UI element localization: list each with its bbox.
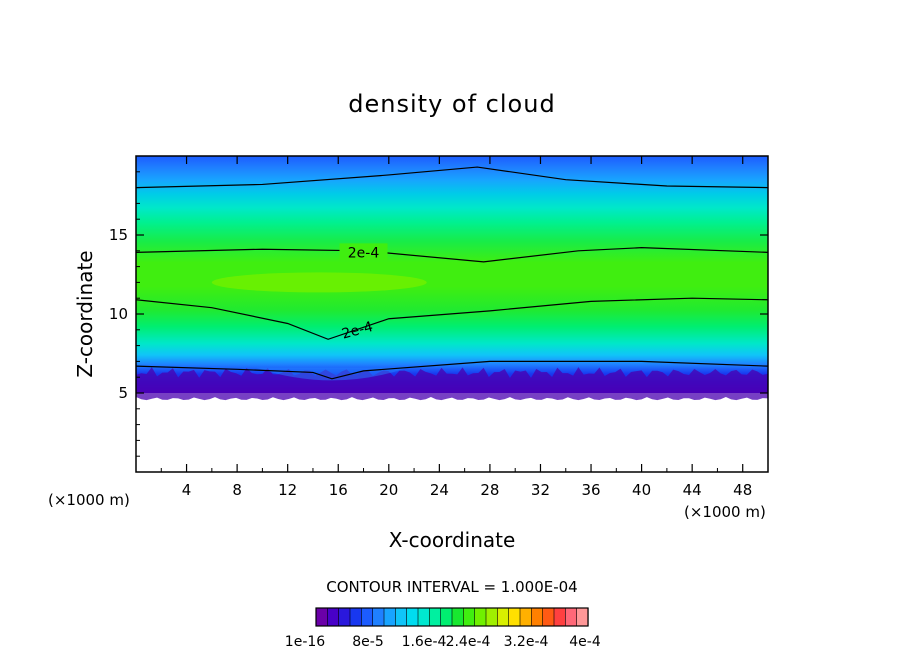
colorbar-swatch — [417, 607, 430, 627]
y-axis-label: Z-coordinate — [73, 250, 97, 377]
colorbar-tick-label: 4e-4 — [569, 634, 601, 650]
colorbar-swatch — [327, 607, 340, 627]
x-tick-label: 4 — [182, 481, 192, 499]
colorbar-swatch — [576, 607, 589, 627]
x-tick-label: 12 — [278, 481, 297, 499]
x-tick-label: 24 — [430, 481, 449, 499]
y-tick-label: 15 — [109, 226, 128, 244]
contour-label: 2e-4 — [348, 245, 380, 261]
colorbar-swatch — [508, 607, 521, 627]
colorbar-swatch — [485, 607, 498, 627]
colorbar-swatch — [519, 607, 532, 627]
y-tick-label: 5 — [118, 384, 128, 402]
x-axis: 4 8 12 16 20 24 28 32 36 40 44 48 — [160, 156, 752, 499]
colorbar-swatch — [440, 607, 453, 627]
x-tick-label: 16 — [329, 481, 348, 499]
colorbar-swatch — [338, 607, 351, 627]
colorbar-swatch — [383, 607, 396, 627]
contour-line — [136, 297, 768, 340]
contour-line — [136, 166, 768, 189]
colorbar-tick-label: 1e-16 — [285, 634, 325, 650]
contour-interval-label: CONTOUR INTERVAL = 1.000E-04 — [326, 578, 577, 596]
colorbar-tick-label: 1.6e-4 — [402, 634, 447, 650]
x-tick-label: 48 — [733, 481, 752, 499]
chart-title: density of cloud — [348, 90, 555, 118]
x-tick-label: 40 — [632, 481, 651, 499]
colorbar-swatch — [349, 607, 362, 627]
contour-line — [136, 360, 768, 380]
colorbar-swatch — [315, 607, 328, 627]
colorbar-tick-label: 3.2e-4 — [504, 634, 549, 650]
colorbar-swatch — [361, 607, 374, 627]
colorbar — [315, 607, 589, 627]
y-axis: 5 10 15 — [109, 171, 768, 457]
colorbar-swatch — [565, 607, 578, 627]
colorbar-swatch — [406, 607, 419, 627]
colorbar-tick-label: 8e-5 — [352, 634, 383, 650]
x-tick-label: 8 — [232, 481, 242, 499]
contour-line — [136, 247, 768, 263]
x-tick-label: 44 — [683, 481, 702, 499]
colorbar-swatch — [542, 607, 555, 627]
x-axis-label: X-coordinate — [389, 528, 516, 552]
x-tick-label: 28 — [480, 481, 499, 499]
y-tick-label: 10 — [109, 305, 128, 323]
x-tick-label: 20 — [379, 481, 398, 499]
colorbar-swatch — [372, 607, 385, 627]
colorbar-swatch — [497, 607, 510, 627]
contour-label-bg — [339, 243, 388, 261]
colorbar-swatch — [553, 607, 566, 627]
colorbar-tick-label: 2.4e-4 — [446, 634, 491, 650]
colorbar-swatch — [451, 607, 464, 627]
x-unit-label-left: (×1000 m) — [48, 491, 130, 509]
colorbar-swatch — [429, 607, 442, 627]
max-density-core — [211, 272, 427, 293]
x-unit-label-right: (×1000 m) — [684, 503, 766, 521]
contour-field: 2e-4 2e-4 — [136, 156, 768, 401]
colorbar-tick-labels: 1e-16 8e-5 1.6e-4 2.4e-4 3.2e-4 4e-4 — [285, 634, 601, 650]
colorbar-swatch — [474, 607, 487, 627]
x-tick-label: 32 — [531, 481, 550, 499]
x-tick-label: 36 — [581, 481, 600, 499]
cloud-body — [136, 156, 768, 393]
colorbar-swatch — [395, 607, 408, 627]
colorbar-swatch — [463, 607, 476, 627]
colorbar-frame — [315, 607, 589, 627]
colorbar-swatch — [531, 607, 544, 627]
contour-label: 2e-4 — [340, 319, 375, 343]
